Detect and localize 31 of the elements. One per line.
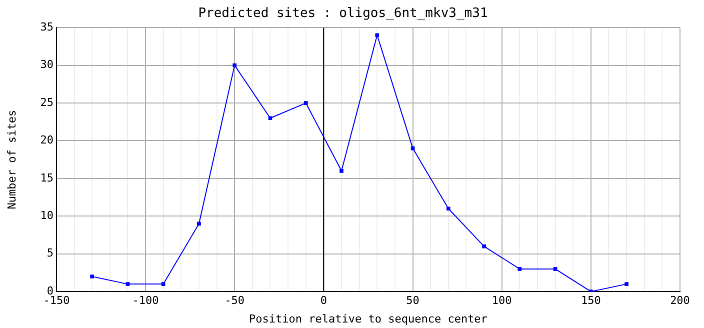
y-tick-label: 30 xyxy=(40,58,54,72)
point xyxy=(232,63,237,68)
point xyxy=(375,33,380,38)
point xyxy=(340,169,344,173)
x-tick-label: 150 xyxy=(580,294,601,308)
y-tick-label: 10 xyxy=(40,209,54,222)
point xyxy=(161,282,166,286)
point xyxy=(90,274,94,278)
chart-title: Predicted sites : oligos_6nt_mkv3_m31 xyxy=(198,6,488,22)
x-tick-label: 0 xyxy=(320,294,327,308)
x-tick-label: 100 xyxy=(492,294,512,308)
point xyxy=(553,267,558,271)
point xyxy=(126,282,130,286)
y-tick-label: 25 xyxy=(40,96,54,109)
point xyxy=(268,116,272,120)
x-tick-label: -50 xyxy=(224,294,245,308)
point xyxy=(304,101,308,105)
y-tick-label: 5 xyxy=(46,246,54,260)
point xyxy=(197,222,201,226)
point xyxy=(518,267,522,271)
point xyxy=(482,244,486,248)
y-tick-label: 15 xyxy=(40,171,54,184)
x-tick-label: -100 xyxy=(132,294,159,308)
x-tick-label: 50 xyxy=(406,294,420,308)
y-tick-label: 20 xyxy=(40,134,54,147)
x-axis-title: Position relative to sequence center xyxy=(249,312,488,326)
y-tick-label: 35 xyxy=(40,20,54,34)
point xyxy=(624,282,628,286)
x-tick-label: 200 xyxy=(670,294,690,308)
y-axis-title: Number of sites xyxy=(5,110,18,210)
point xyxy=(446,206,450,211)
